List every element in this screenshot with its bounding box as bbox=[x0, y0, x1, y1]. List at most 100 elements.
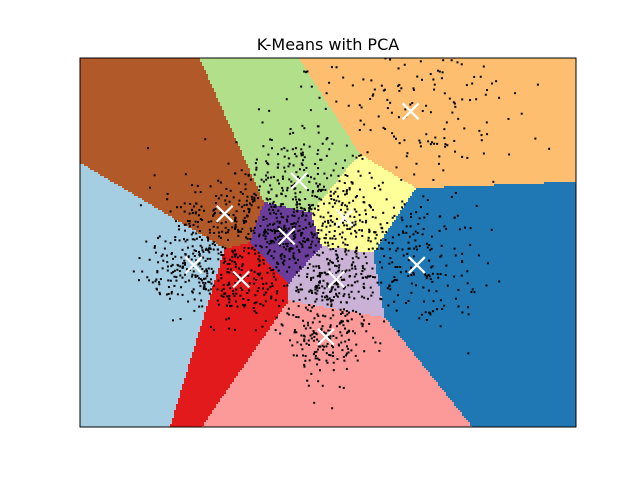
region-cell-3 bbox=[334, 184, 413, 187]
data-point bbox=[306, 308, 309, 311]
data-point bbox=[424, 274, 427, 277]
region-cell-5 bbox=[370, 314, 385, 317]
data-point bbox=[415, 11, 417, 13]
data-point bbox=[368, 231, 371, 234]
data-point bbox=[257, 206, 260, 209]
data-point bbox=[369, 240, 372, 243]
data-point bbox=[231, 260, 234, 263]
region-cell-6 bbox=[288, 300, 293, 303]
data-point bbox=[361, 270, 364, 273]
data-point bbox=[307, 174, 310, 177]
data-point bbox=[305, 342, 308, 345]
region-cell-6 bbox=[248, 358, 419, 361]
region-cell-1 bbox=[270, 264, 307, 267]
data-point bbox=[216, 226, 219, 229]
data-point bbox=[346, 313, 349, 316]
region-cell-0 bbox=[154, 206, 263, 209]
data-point bbox=[283, 226, 286, 229]
data-point bbox=[241, 303, 244, 306]
data-point bbox=[355, 343, 358, 346]
region-cell-3 bbox=[312, 212, 401, 215]
region-cell-1 bbox=[288, 282, 291, 285]
data-point bbox=[371, 267, 374, 270]
region-cell-8 bbox=[80, 330, 201, 333]
data-point bbox=[332, 355, 335, 358]
region-cell-8 bbox=[80, 264, 221, 267]
data-point bbox=[282, 299, 285, 302]
data-point bbox=[438, 70, 441, 73]
data-point bbox=[197, 263, 200, 266]
data-point bbox=[196, 225, 199, 228]
region-cell-6 bbox=[220, 398, 451, 401]
region-cell-0 bbox=[80, 68, 205, 71]
region-cell-5 bbox=[358, 312, 385, 315]
region-cell-8 bbox=[80, 394, 181, 397]
data-point bbox=[222, 254, 225, 257]
data-point bbox=[265, 197, 268, 200]
region-cell-2 bbox=[318, 88, 576, 91]
data-point bbox=[342, 241, 345, 244]
region-cell-1 bbox=[250, 240, 321, 243]
data-point bbox=[293, 329, 296, 332]
region-cell-9 bbox=[202, 64, 305, 67]
data-point bbox=[422, 300, 425, 303]
region-cell-0 bbox=[80, 144, 239, 147]
data-point bbox=[288, 258, 291, 261]
region-cell-8 bbox=[80, 242, 217, 245]
data-point bbox=[373, 231, 376, 234]
data-point bbox=[327, 219, 330, 222]
region-cell-0 bbox=[80, 58, 201, 61]
data-point bbox=[303, 324, 306, 327]
region-cell-4 bbox=[384, 314, 576, 317]
region-cell-4 bbox=[378, 278, 576, 281]
data-point bbox=[265, 178, 268, 181]
data-point bbox=[391, 236, 394, 239]
region-cell-4 bbox=[380, 290, 576, 293]
region-cell-7 bbox=[208, 300, 289, 303]
data-point bbox=[325, 294, 328, 297]
region-cell-4 bbox=[414, 354, 576, 357]
data-point bbox=[354, 265, 357, 268]
data-point bbox=[327, 211, 330, 214]
data-point bbox=[379, 223, 382, 226]
data-point bbox=[315, 182, 318, 185]
data-point bbox=[388, 284, 391, 287]
region-cell-4 bbox=[402, 208, 576, 211]
data-point bbox=[275, 266, 278, 269]
data-point bbox=[262, 262, 265, 265]
region-cell-4 bbox=[382, 306, 576, 309]
region-cell-5 bbox=[322, 246, 329, 249]
data-point bbox=[403, 203, 406, 206]
data-point bbox=[340, 321, 343, 324]
data-point bbox=[233, 253, 236, 256]
data-point bbox=[280, 148, 283, 151]
data-point bbox=[240, 205, 243, 208]
data-point bbox=[170, 272, 173, 275]
data-point bbox=[268, 223, 271, 226]
data-point bbox=[246, 195, 249, 198]
region-cell-1 bbox=[256, 222, 315, 225]
data-point bbox=[317, 229, 320, 232]
data-point bbox=[436, 272, 439, 275]
data-point bbox=[337, 266, 340, 269]
data-point bbox=[343, 359, 346, 362]
region-cell-0 bbox=[122, 186, 259, 189]
region-cell-4 bbox=[452, 400, 576, 403]
data-point bbox=[253, 232, 256, 235]
region-cell-7 bbox=[216, 278, 285, 281]
data-point bbox=[261, 287, 264, 290]
region-cell-6 bbox=[216, 404, 455, 407]
region-cell-0 bbox=[158, 208, 263, 211]
region-cell-4 bbox=[378, 246, 576, 249]
data-point bbox=[184, 173, 187, 176]
data-point bbox=[300, 334, 303, 337]
data-point bbox=[351, 154, 354, 157]
data-point bbox=[170, 252, 173, 255]
region-cell-0 bbox=[124, 188, 259, 191]
data-point bbox=[279, 255, 282, 258]
region-cell-2 bbox=[334, 112, 576, 115]
data-point bbox=[325, 138, 328, 141]
region-cell-4 bbox=[458, 408, 576, 411]
data-point bbox=[313, 335, 316, 338]
data-point bbox=[323, 172, 326, 175]
